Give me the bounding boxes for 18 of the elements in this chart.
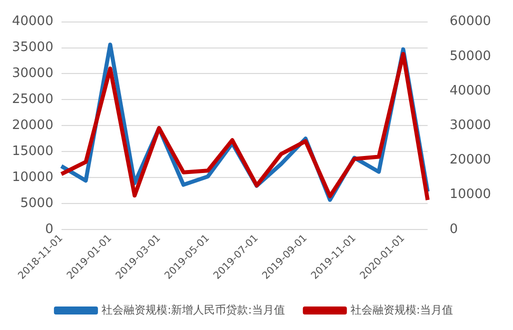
y2-tick-label: 60000 (450, 14, 492, 30)
y-tick-label: 40000 (12, 14, 54, 30)
y-tick-label: 5000 (20, 196, 54, 211)
legend-label: 社会融资规模:新增人民币贷款:当月值 (101, 303, 285, 316)
y2-tick-label: 40000 (450, 83, 492, 98)
y-tick-label: 0 (45, 222, 54, 237)
y2-tick-label: 0 (450, 222, 458, 237)
y2-tick-label: 20000 (450, 152, 492, 168)
y-tick-label: 30000 (12, 66, 54, 82)
y-tick-label: 35000 (12, 40, 54, 56)
y2-tick-label: 10000 (450, 187, 492, 202)
y2-tick-label: 50000 (450, 48, 492, 64)
y-tick-label: 20000 (12, 118, 54, 133)
legend-label: 社会融资规模:当月值 (350, 303, 454, 316)
y-tick-label: 25000 (12, 92, 54, 108)
y-tick-label: 15000 (12, 144, 54, 159)
y-tick-label: 10000 (12, 170, 54, 185)
y2-tick-label: 30000 (450, 118, 492, 133)
